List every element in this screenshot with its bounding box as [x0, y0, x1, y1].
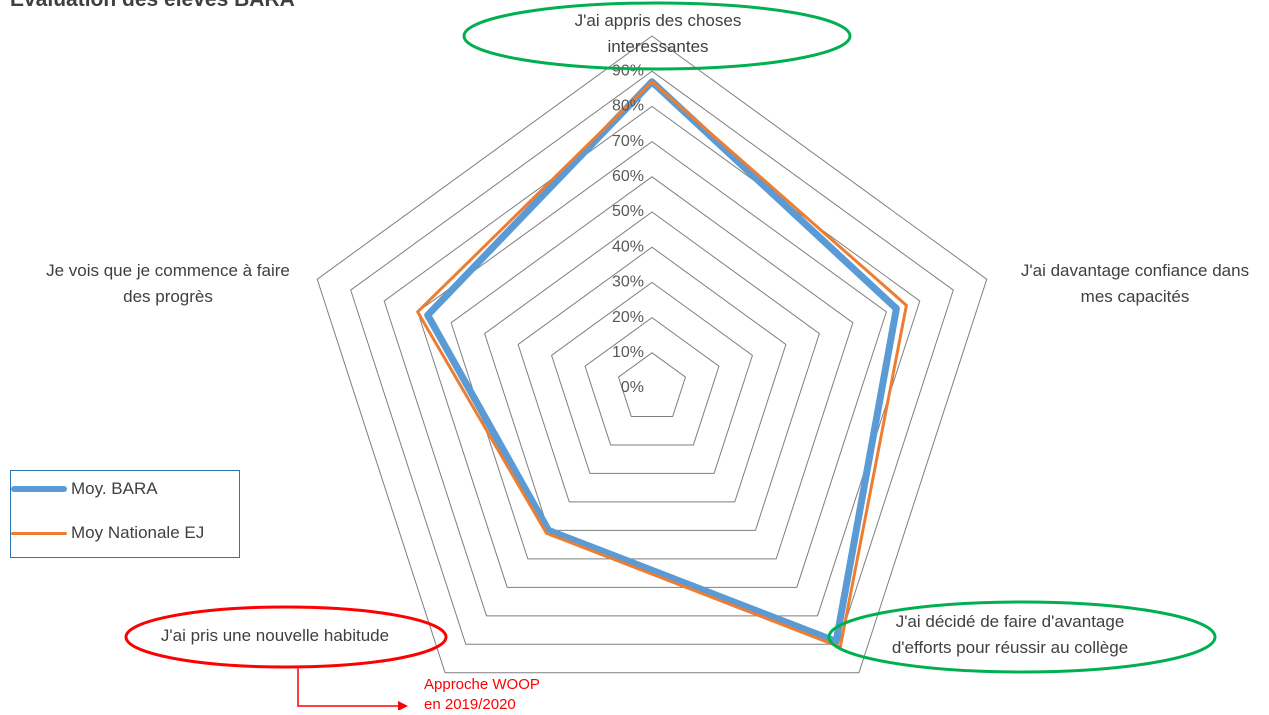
tick-label-5: 50%	[612, 203, 644, 220]
tick-label-2: 20%	[612, 309, 644, 326]
annotation-arrow-line	[298, 668, 400, 706]
legend-swatch-bara	[11, 486, 67, 492]
tick-label-0: 0%	[621, 379, 644, 396]
tick-label-1: 10%	[612, 344, 644, 361]
grid-ring-8	[384, 106, 920, 615]
series-line-bara	[428, 82, 897, 642]
grid-ring-2	[585, 318, 719, 445]
tick-label-7: 70%	[612, 133, 644, 150]
woop-annotation: Approche WOOP en 2019/2020	[424, 675, 540, 715]
legend-swatch-national	[11, 532, 67, 535]
chart-legend: Moy. BARA Moy Nationale EJ	[10, 470, 240, 558]
tick-label-9: 90%	[612, 62, 644, 79]
axis-label-progress: Je vois que je commence à faire des progr…	[18, 258, 318, 310]
legend-item-bara: Moy. BARA	[11, 479, 158, 499]
grid-ring-5	[485, 212, 820, 530]
axis-label-effort: J'ai décidé de faire d'avantage d'efforts…	[860, 609, 1160, 661]
tick-label-6: 60%	[612, 168, 644, 185]
axis-label-confidence: J'ai davantage confiance dans mes capacit…	[990, 258, 1269, 310]
legend-item-national: Moy Nationale EJ	[11, 523, 204, 543]
grid-ring-9	[351, 71, 954, 644]
tick-label-3: 30%	[612, 274, 644, 291]
legend-label-bara: Moy. BARA	[71, 479, 158, 499]
series-layer	[418, 82, 907, 647]
grid-ring-7	[418, 142, 887, 588]
annotation-arrow-head	[398, 701, 408, 710]
tick-label-4: 40%	[612, 238, 644, 255]
legend-label-national: Moy Nationale EJ	[71, 523, 204, 543]
highlight-ellipses	[126, 3, 1215, 710]
axis-label-interesting: J'ai appris des choses interessantes	[498, 8, 818, 60]
series-line-national	[418, 82, 907, 647]
axis-label-habit: J'ai pris une nouvelle habitude	[130, 623, 420, 649]
tick-label-8: 80%	[612, 98, 644, 115]
